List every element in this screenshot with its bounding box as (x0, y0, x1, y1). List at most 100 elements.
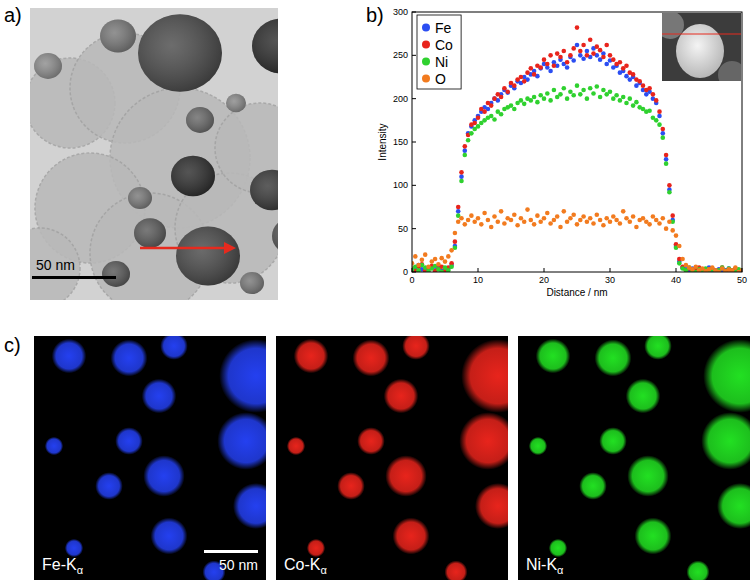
data-point (680, 257, 685, 262)
data-point (661, 216, 666, 221)
data-point (509, 103, 514, 108)
data-point (565, 219, 570, 224)
data-point (555, 214, 560, 219)
data-point (581, 88, 586, 93)
inset-scan-line (662, 34, 741, 35)
data-point (469, 131, 474, 136)
chart: 01020304050050100150200250300Distance / … (377, 7, 747, 298)
data-point (621, 209, 626, 214)
data-point (647, 222, 652, 227)
data-point (558, 55, 563, 60)
data-point (588, 86, 593, 91)
data-point (476, 124, 481, 129)
data-point (585, 96, 590, 101)
figure: a)b)c)50 nm01020304050050100150200250300… (0, 0, 756, 586)
data-point (631, 72, 636, 77)
data-point (611, 96, 616, 101)
data-point (670, 228, 675, 233)
x-tick-label: 0 (409, 275, 414, 285)
data-point (558, 225, 563, 230)
legend-box (417, 15, 461, 89)
nanoparticle-shade (176, 227, 240, 286)
x-tick (478, 268, 479, 272)
data-point (740, 268, 742, 272)
map-particle (217, 412, 266, 470)
map-particle (644, 336, 672, 360)
nanoparticle (226, 94, 246, 112)
map-particle (65, 539, 83, 557)
data-point (525, 207, 530, 212)
data-point (453, 239, 458, 244)
legend-marker (422, 41, 430, 49)
x-tick (742, 268, 743, 272)
data-point (571, 213, 576, 218)
map-particle (402, 336, 430, 360)
data-point (571, 58, 576, 63)
data-point (489, 103, 494, 108)
y-tick (412, 12, 416, 13)
data-point (677, 244, 682, 249)
data-point (598, 218, 603, 223)
data-point (601, 55, 606, 60)
data-point (661, 127, 666, 132)
data-point (562, 49, 567, 54)
map-particle (459, 412, 508, 470)
data-point (614, 218, 619, 223)
data-point (449, 265, 454, 270)
map-particle (461, 339, 508, 413)
data-point (512, 107, 517, 112)
data-point (545, 211, 550, 216)
data-point (476, 216, 481, 221)
nanoparticle (34, 53, 62, 79)
y-tick-label: 200 (393, 94, 408, 104)
data-point (545, 62, 550, 67)
data-point (568, 53, 573, 58)
data-point (489, 114, 494, 119)
data-point (519, 75, 524, 80)
data-point (674, 233, 679, 238)
data-point (456, 219, 461, 224)
data-point (604, 216, 609, 221)
map-particle (475, 483, 508, 529)
data-point (647, 86, 652, 91)
data-point (548, 98, 553, 103)
y-tick (412, 272, 416, 273)
map-particle (45, 437, 63, 455)
data-point (618, 98, 623, 103)
map-particle (294, 339, 329, 374)
data-point (433, 257, 438, 262)
data-point (575, 83, 580, 88)
map-particle (599, 427, 627, 455)
data-point (598, 48, 603, 53)
data-point (611, 214, 616, 219)
data-point (654, 218, 659, 223)
data-point (568, 89, 573, 94)
scale-bar-label: 50 nm (36, 257, 75, 273)
scale-bar (32, 276, 116, 279)
nanoparticle (171, 156, 215, 196)
x-tick (610, 268, 611, 272)
map-particle (233, 483, 266, 529)
data-point (667, 219, 672, 224)
nanoparticle-shade (102, 261, 130, 287)
map-particle (219, 339, 266, 413)
map-particle (115, 427, 143, 455)
data-point (575, 25, 580, 30)
data-point (436, 262, 441, 267)
data-point (499, 95, 504, 100)
arrow-shaft (140, 247, 226, 250)
data-point (416, 263, 421, 268)
data-point (575, 43, 580, 48)
data-point (492, 214, 497, 219)
y-tick (412, 55, 416, 56)
data-point (492, 96, 497, 101)
map-particle (703, 339, 750, 413)
data-point (548, 53, 553, 58)
data-point (472, 219, 477, 224)
data-point (571, 93, 576, 98)
data-point (588, 37, 593, 42)
nanoparticle-shade (171, 156, 215, 196)
y-tick-label: 300 (393, 7, 408, 17)
map-particle (701, 412, 750, 470)
data-point (463, 144, 468, 149)
